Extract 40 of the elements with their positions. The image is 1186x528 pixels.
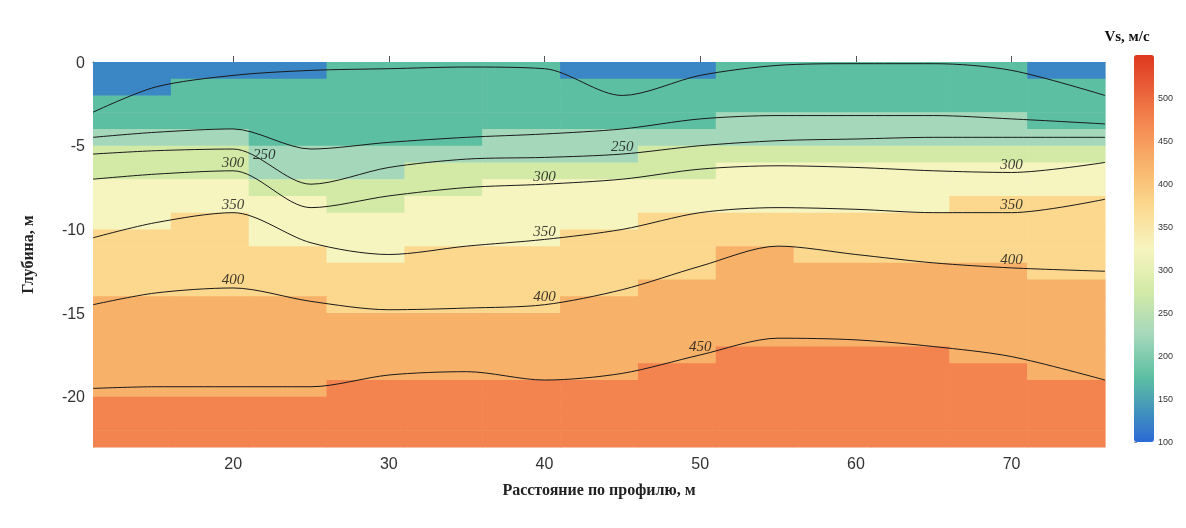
line-series (92, 136, 1106, 185)
annotation: 350 (999, 196, 1024, 213)
y-tick-label: -15 (61, 304, 86, 322)
y-axis-title: Глубина, м (18, 215, 37, 294)
annotation: 400 (1000, 251, 1024, 268)
y-tick-label: -5 (70, 137, 86, 155)
line-series (92, 115, 1106, 150)
color-bar-label: 250 (1158, 308, 1174, 318)
color-bar-label: 100 (1158, 437, 1174, 447)
x-tick-label: 60 (846, 454, 865, 472)
annotation: 300 (220, 154, 245, 171)
annotation: 350 (532, 222, 557, 239)
x-axis-title: Расстояние по профилю, м (502, 480, 696, 499)
color-bar-label: 350 (1158, 222, 1174, 232)
x-tick-label: 50 (691, 454, 710, 472)
annotation: 400 (221, 271, 245, 288)
line-series (92, 198, 1106, 255)
color-bar-label: 500 (1158, 93, 1174, 103)
annotation: 250 (611, 137, 635, 154)
x-tick-label: 20 (224, 454, 243, 472)
y-tick-label: -10 (61, 220, 86, 238)
x-tick-label: 40 (535, 454, 554, 472)
x-tick-label: 70 (1002, 454, 1021, 472)
color-bar-label: 450 (1158, 136, 1174, 146)
line-series (92, 337, 1106, 389)
color-bar-label: 300 (1158, 265, 1174, 275)
y-tick-label: -20 (61, 388, 86, 406)
color-bar-label: 150 (1158, 394, 1174, 404)
color-bar-label: 200 (1158, 351, 1174, 361)
annotation: 350 (220, 196, 245, 213)
line-series (92, 245, 1106, 311)
color-bar-title: Vs, м/с (1104, 27, 1150, 44)
y-tick-label: 0 (76, 53, 86, 71)
annotation: 400 (533, 288, 557, 305)
annotation: 300 (532, 167, 557, 184)
annotation: 450 (688, 338, 712, 355)
color-bar-label: 400 (1158, 179, 1174, 189)
annotation: 300 (999, 155, 1024, 172)
annotation: 250 (253, 145, 277, 162)
x-tick-label: 30 (379, 454, 398, 472)
